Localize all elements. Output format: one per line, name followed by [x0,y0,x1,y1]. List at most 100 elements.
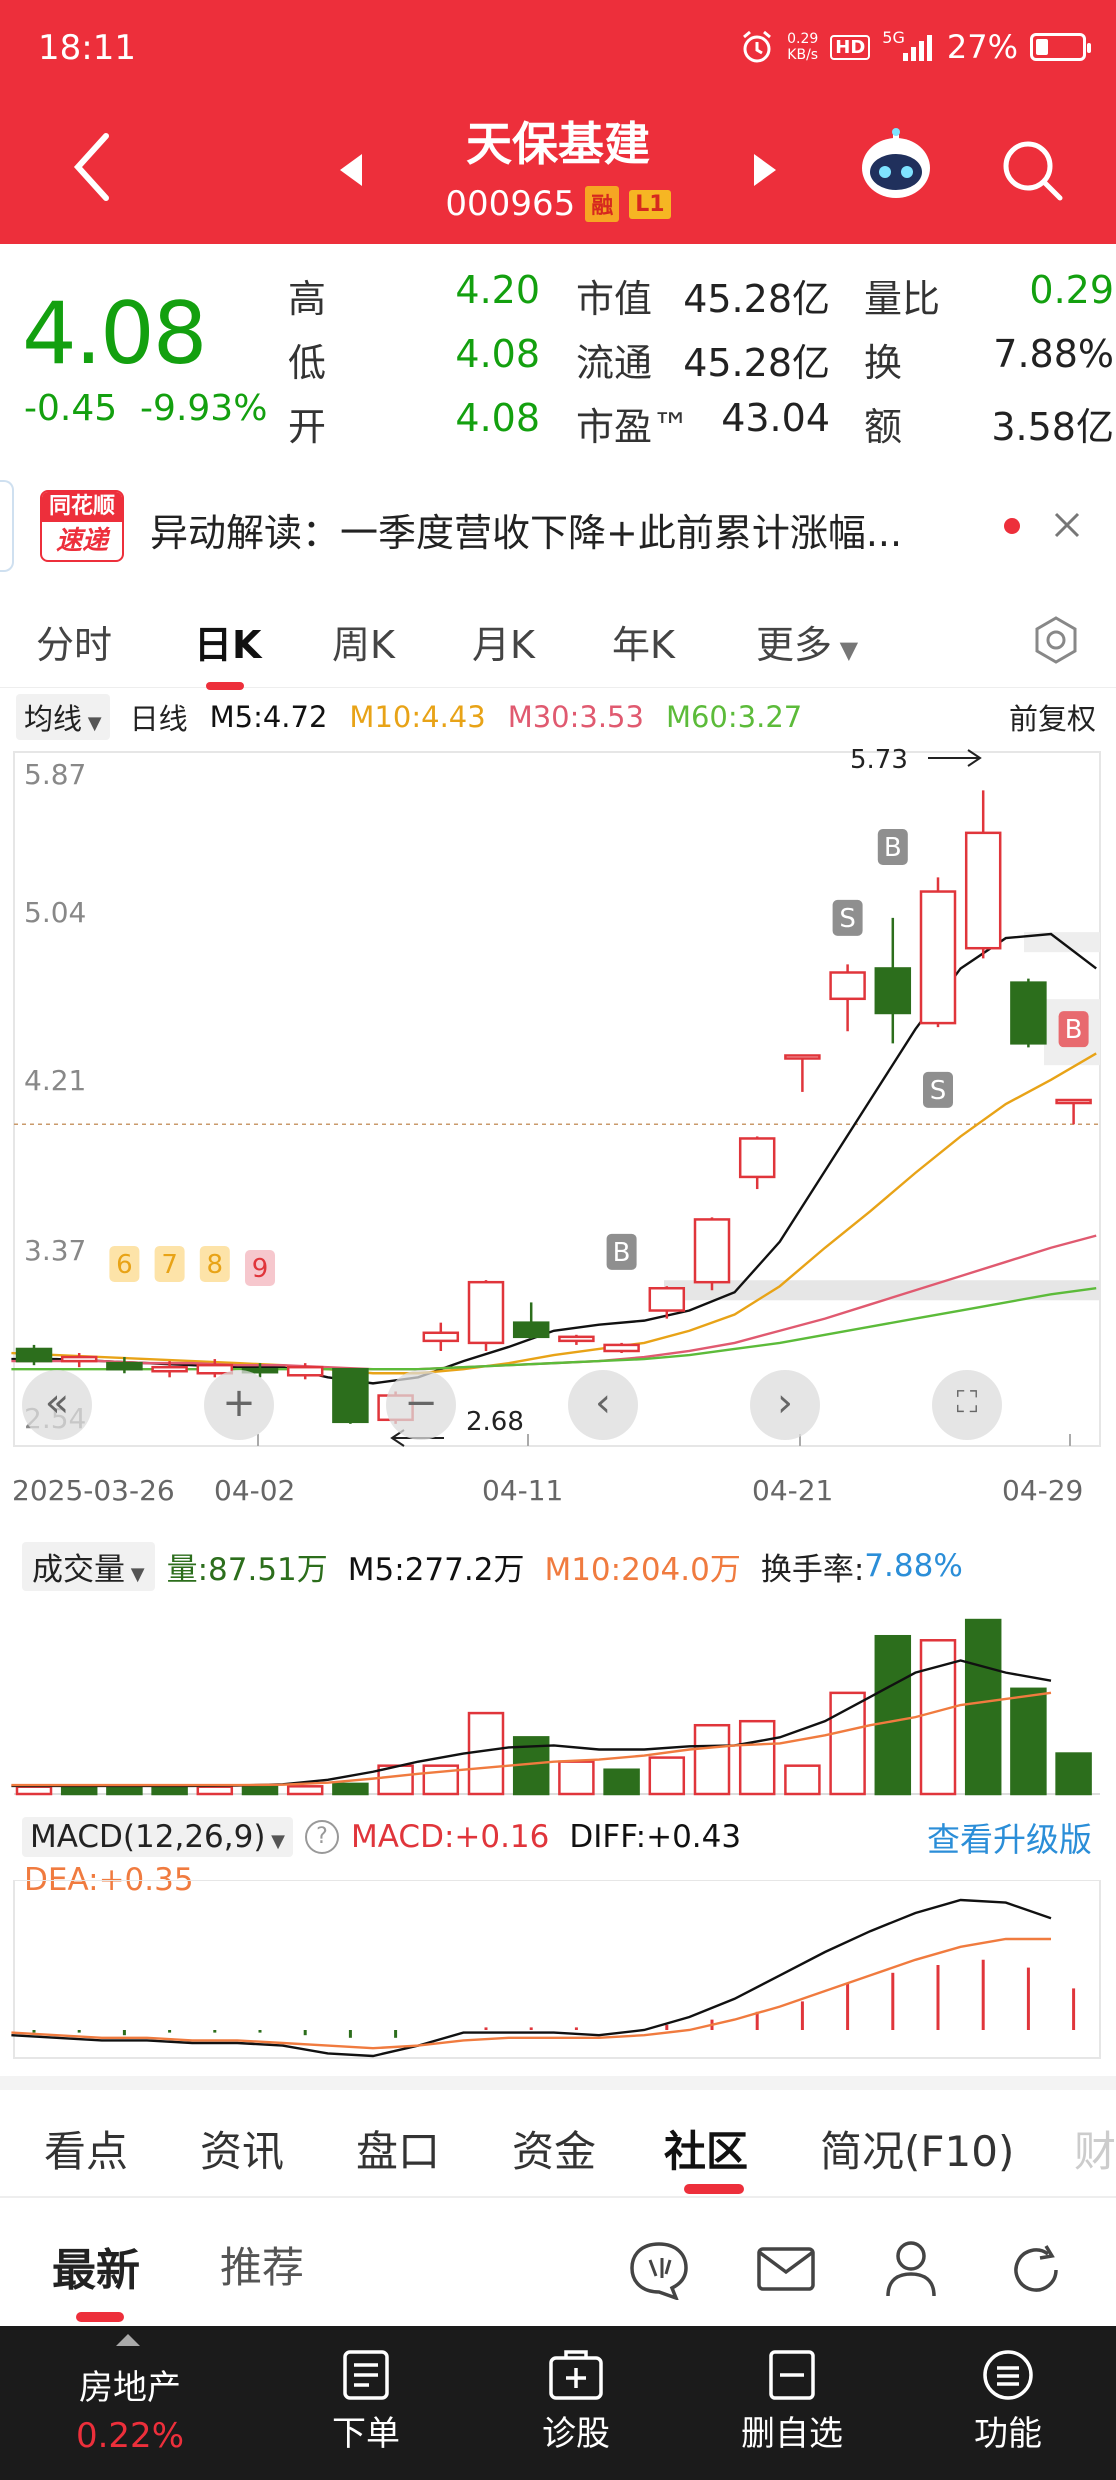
support-band [664,1280,1100,1301]
settings-icon[interactable] [1030,614,1082,666]
tab-intraday[interactable]: 分时 [36,623,113,667]
side-handle[interactable] [0,480,14,572]
diagnose-button[interactable]: 诊股 [486,2326,666,2480]
next-stock-icon[interactable] [752,152,778,188]
volume-bar-down [1055,1752,1092,1796]
macd-legend: MACD(12,26,9) ▼ ? MACD:+0.16 DIFF:+0.43 … [0,1812,1116,1862]
candlestick-chart[interactable]: 5.875.044.213.372.546789BSBSB5.732.68202… [0,744,1116,1514]
volume-ratio-value: 0.29 [1029,268,1114,312]
volume-bar-down [106,1785,143,1796]
tab-monthly-k[interactable]: 月K [472,623,535,667]
news-headline[interactable]: 异动解读：一季度营收下降+此前累计涨幅... [150,511,903,555]
tab-orderbook[interactable]: 盘口 [356,2127,441,2176]
subtab-recommended[interactable]: 推荐 [220,2243,305,2292]
status-time: 18:11 [38,28,136,68]
y-tick-label: 5.04 [24,896,86,929]
candle-up [467,1280,505,1345]
tab-yearly-k[interactable]: 年K [612,623,675,667]
scroll-left-button[interactable]: ‹ [568,1370,638,1440]
candle-down [106,1361,143,1371]
tab-highlights[interactable]: 看点 [44,2127,129,2176]
remove-watchlist-button[interactable]: 删自选 [702,2326,882,2480]
robot-assistant-icon[interactable] [858,128,934,204]
low-label: 低 [288,341,327,385]
turnover-value: 7.88% [993,332,1114,376]
ma5-label: M5:4.72 [209,700,328,734]
price-adjust-toggle[interactable]: 前复权 [1008,702,1096,736]
sector-widget[interactable]: 房地产 0.22% [40,2326,220,2480]
signal-marker-label: S [930,1076,947,1106]
candle-up [422,1331,460,1343]
ma-legend-row: 均线 ▼ 日线 M5:4.72 M10:4.43 M30:3.53 M60:3.… [0,692,1116,742]
ma-selector[interactable]: 均线 ▼ [16,694,110,740]
scroll-right-button[interactable]: › [750,1370,820,1440]
tab-community[interactable]: 社区 [664,2127,749,2176]
macd-chart[interactable] [0,1880,1116,2060]
tab-weekly-k[interactable]: 周K [332,623,395,667]
open-label: 开 [288,405,327,449]
high-arrow [928,749,982,767]
refresh-icon[interactable] [1006,2240,1066,2300]
volume-bar-down [332,1782,369,1796]
subtab-indicator [76,2312,124,2322]
close-icon[interactable] [1050,508,1084,542]
high-value: 4.20 [455,268,540,312]
user-icon[interactable] [884,2238,938,2298]
help-icon[interactable]: ? [305,1820,340,1854]
volume-selector[interactable]: 成交量 ▼ [22,1541,155,1591]
amount-value: 3.58亿 [991,405,1114,449]
diff-value: DIFF:+0.43 [569,1819,742,1855]
ma-line-m60 [11,1287,1097,1371]
signal-marker-label: 8 [207,1250,224,1280]
volume-bar-down [241,1785,279,1796]
x-tick-label: 04-21 [752,1474,833,1507]
macd-selector[interactable]: MACD(12,26,9) ▼ [22,1817,294,1857]
candle-down [874,967,912,1015]
signal-marker [1058,1011,1089,1048]
macd-line-dea [11,1937,1051,2050]
tab-finance[interactable]: 财 [1074,2127,1116,2176]
prev-stock-icon[interactable] [338,152,364,188]
macd-value: MACD:+0.16 [351,1819,550,1855]
signal-marker [923,1071,953,1108]
high-label: 高 [288,277,327,321]
volume-bar-down [60,1785,98,1796]
search-icon[interactable] [1000,138,1064,202]
candle-up [196,1363,234,1375]
tab-funds[interactable]: 资金 [512,2127,597,2176]
minus-button[interactable]: − [386,1370,456,1440]
fullscreen-button[interactable]: ⛶ [932,1370,1002,1440]
back-icon[interactable] [70,132,114,202]
news-banner[interactable]: 同花顺 速递 异动解读：一季度营收下降+此前累计涨幅... [0,470,1116,580]
tab-profile-f10[interactable]: 简况(F10) [820,2127,1015,2176]
signal-marker [245,1250,275,1287]
zoom-out-button[interactable]: « [22,1370,92,1440]
candle-up [738,1137,776,1179]
news-logo: 同花顺 速递 [40,490,124,562]
signal-marker [877,829,908,866]
upgrade-link[interactable]: 查看升级版 [927,1820,1092,1859]
float-cap-value: 45.28亿 [683,341,830,385]
signal-marker-label: B [613,1238,631,1268]
volume-bar-down [1010,1687,1047,1796]
x-tick-label: 2025-03-26 [12,1474,175,1507]
chevron-down-icon: ▼ [125,1563,145,1585]
mail-icon[interactable] [756,2246,816,2292]
macd-frame [13,1880,1101,2059]
info-tabs: 看点 资讯 盘口 资金 社区 简况(F10) 财 [0,2076,1116,2196]
ma-line-m5 [11,932,1097,1385]
tab-daily-k[interactable]: 日K [194,623,262,667]
order-icon [343,2350,389,2400]
sector-change: 0.22% [75,2416,184,2456]
function-button[interactable]: 功能 [918,2326,1098,2480]
topic-icon[interactable] [628,2240,690,2300]
zoom-in-button[interactable]: + [204,1370,274,1440]
tab-more[interactable]: 更多 ▼ [756,623,859,667]
open-value: 4.08 [455,396,540,440]
order-button[interactable]: 下单 [276,2326,456,2480]
subtab-latest[interactable]: 最新 [52,2245,140,2296]
tab-news[interactable]: 资讯 [200,2127,285,2176]
battery-percent: 27% [946,28,1018,66]
alarm-icon [743,30,772,63]
volume-chart[interactable] [0,1596,1116,1796]
